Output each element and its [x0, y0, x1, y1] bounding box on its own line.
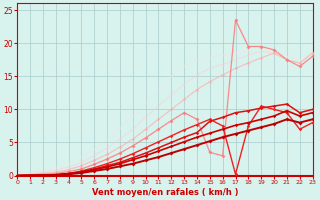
X-axis label: Vent moyen/en rafales ( km/h ): Vent moyen/en rafales ( km/h ): [92, 188, 238, 197]
